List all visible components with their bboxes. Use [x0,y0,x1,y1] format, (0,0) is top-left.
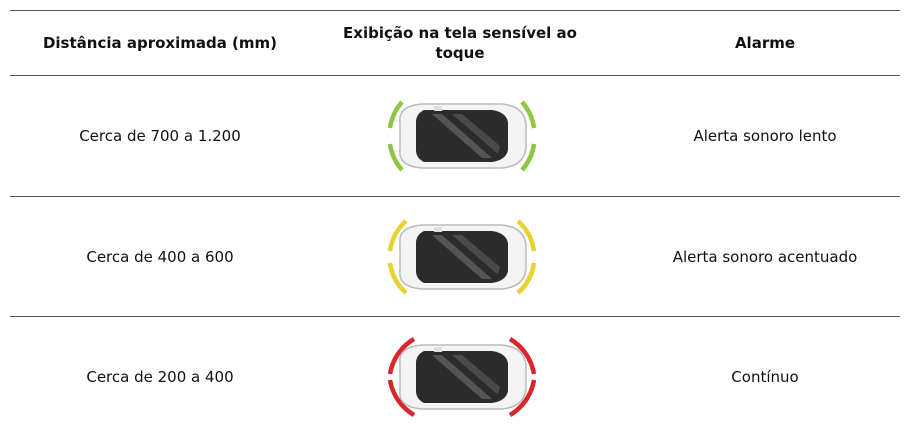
car-icon-green [387,100,537,172]
rule [10,10,900,11]
distance: Cerca de 400 a 600 [86,248,234,266]
alarm: Alerta sonoro lento [693,127,837,145]
header-cell: Distância aproximada (mm) [42,34,278,52]
alarm: Contínuo [731,368,799,386]
car-icon-yellow [387,219,537,295]
alarm: Alerta sonoro acentuado [672,248,858,266]
header-cell: Exibição na tela sensível ao toque [343,24,577,62]
header-cell: Alarme [734,34,796,52]
rule [10,196,900,197]
distance: Cerca de 200 a 400 [86,368,234,386]
rule [10,316,900,317]
car-icon-red [387,337,537,417]
distance: Cerca de 700 a 1.200 [79,127,241,145]
rule [10,75,900,76]
